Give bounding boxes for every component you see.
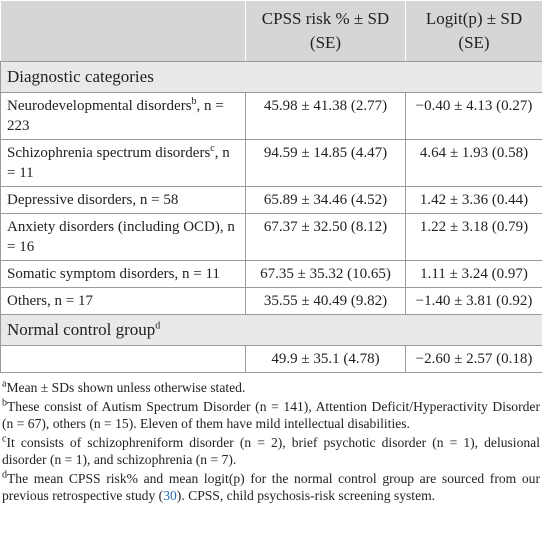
footnote-mark: d xyxy=(2,468,7,480)
footnote-mark: b xyxy=(2,396,7,408)
footnote-text: Mean ± SDs shown unless otherwise stated… xyxy=(6,380,246,395)
row-label-cell: Depressive disorders, n = 58 xyxy=(0,186,246,214)
value-cell: 49.9 ± 35.1 (4.78) xyxy=(245,345,406,373)
section-cell: Normal control groupd xyxy=(0,314,542,346)
table-row: Others, n = 17 35.55 ± 40.49 (9.82) −1.40 … xyxy=(0,287,542,315)
footnote-mark: d xyxy=(155,320,161,332)
value-cell: 67.37 ± 32.50 (8.12) xyxy=(245,213,406,261)
footnote-mark: a xyxy=(2,378,7,390)
table-row: Neurodevelopmental disordersb, n = 223 45… xyxy=(0,92,542,140)
row-label: Schizophrenia spectrum disorders xyxy=(7,145,211,161)
value-cell: −0.40 ± 4.13 (0.27) xyxy=(405,92,542,140)
header-cell xyxy=(0,0,246,62)
footnote: bThese consist of Autism Spectrum Disord… xyxy=(2,396,540,433)
footnotes: aMean ± SDs shown unless otherwise state… xyxy=(0,373,542,505)
value-cell: 45.98 ± 41.38 (2.77) xyxy=(245,92,406,140)
row-label-cell: Others, n = 17 xyxy=(0,287,246,315)
value-cell: 4.64 ± 1.93 (0.58) xyxy=(405,139,542,187)
reference-link[interactable]: 30 xyxy=(163,488,177,503)
value-cell: 65.89 ± 34.46 (4.52) xyxy=(245,186,406,214)
footnote-mark: c xyxy=(2,432,7,444)
data-table: CPSS risk % ± SD (SE) Logit(p) ± SD (SE) … xyxy=(0,0,542,373)
value-cell: 1.42 ± 3.36 (0.44) xyxy=(405,186,542,214)
footnote-text: It consists of schizophreniform disorder… xyxy=(2,434,540,468)
table-row: Somatic symptom disorders, n = 11 67.35 ±… xyxy=(0,260,542,288)
table-row: Depressive disorders, n = 58 65.89 ± 34.4… xyxy=(0,186,542,214)
header-cell: CPSS risk % ± SD (SE) xyxy=(245,0,406,62)
row-label: Depressive disorders, n = 58 xyxy=(7,192,179,208)
footnote: cIt consists of schizophreniform disorde… xyxy=(2,432,540,469)
row-label-cell: Neurodevelopmental disordersb, n = 223 xyxy=(0,92,246,140)
footnote: aMean ± SDs shown unless otherwise state… xyxy=(2,379,540,397)
row-label: Neurodevelopmental disorders xyxy=(7,98,192,114)
section-row: Diagnostic categories xyxy=(0,61,542,93)
value-cell: 1.11 ± 3.24 (0.97) xyxy=(405,260,542,288)
footnote-text: ). CPSS, child psychosis-risk screening … xyxy=(176,488,436,503)
row-label: Anxiety disorders (including OCD), n = 1… xyxy=(7,219,235,255)
row-label: Others, n = 17 xyxy=(7,293,93,309)
header-cell: Logit(p) ± SD (SE) xyxy=(405,0,542,62)
footnote-mark: b xyxy=(191,96,197,107)
row-label-cell: Somatic symptom disorders, n = 11 xyxy=(0,260,246,288)
row-label: Somatic symptom disorders, n = 11 xyxy=(7,266,220,282)
value-cell: 67.35 ± 35.32 (10.65) xyxy=(245,260,406,288)
row-count: , n = 11 xyxy=(7,145,230,181)
table-body: Diagnostic categories Neurodevelopmental … xyxy=(0,61,542,373)
row-label-cell: Schizophrenia spectrum disordersc, n = 1… xyxy=(0,139,246,187)
table-row: 49.9 ± 35.1 (4.78) −2.60 ± 2.57 (0.18) xyxy=(0,345,542,373)
section-cell: Diagnostic categories xyxy=(0,61,542,93)
footnote-mark: c xyxy=(210,143,215,154)
row-label-cell: Anxiety disorders (including OCD), n = 1… xyxy=(0,213,246,261)
footnote: dThe mean CPSS risk% and mean logit(p) f… xyxy=(2,468,540,505)
section-title: Normal control group xyxy=(7,320,156,339)
table-row: Anxiety disorders (including OCD), n = 1… xyxy=(0,213,542,261)
header-row: CPSS risk % ± SD (SE) Logit(p) ± SD (SE) xyxy=(0,0,542,62)
value-cell: 35.55 ± 40.49 (9.82) xyxy=(245,287,406,315)
value-cell: 94.59 ± 14.85 (4.47) xyxy=(245,139,406,187)
footnote-text: These consist of Autism Spectrum Disorde… xyxy=(2,398,540,432)
footnote-text: The mean CPSS risk% and mean logit(p) fo… xyxy=(2,470,540,504)
row-label-cell xyxy=(0,345,246,373)
section-row: Normal control groupd xyxy=(0,314,542,346)
section-title: Diagnostic categories xyxy=(7,67,154,86)
value-cell: 1.22 ± 3.18 (0.79) xyxy=(405,213,542,261)
table-row: Schizophrenia spectrum disordersc, n = 1… xyxy=(0,139,542,187)
value-cell: −2.60 ± 2.57 (0.18) xyxy=(405,345,542,373)
row-count: , n = 223 xyxy=(7,98,224,134)
value-cell: −1.40 ± 3.81 (0.92) xyxy=(405,287,542,315)
